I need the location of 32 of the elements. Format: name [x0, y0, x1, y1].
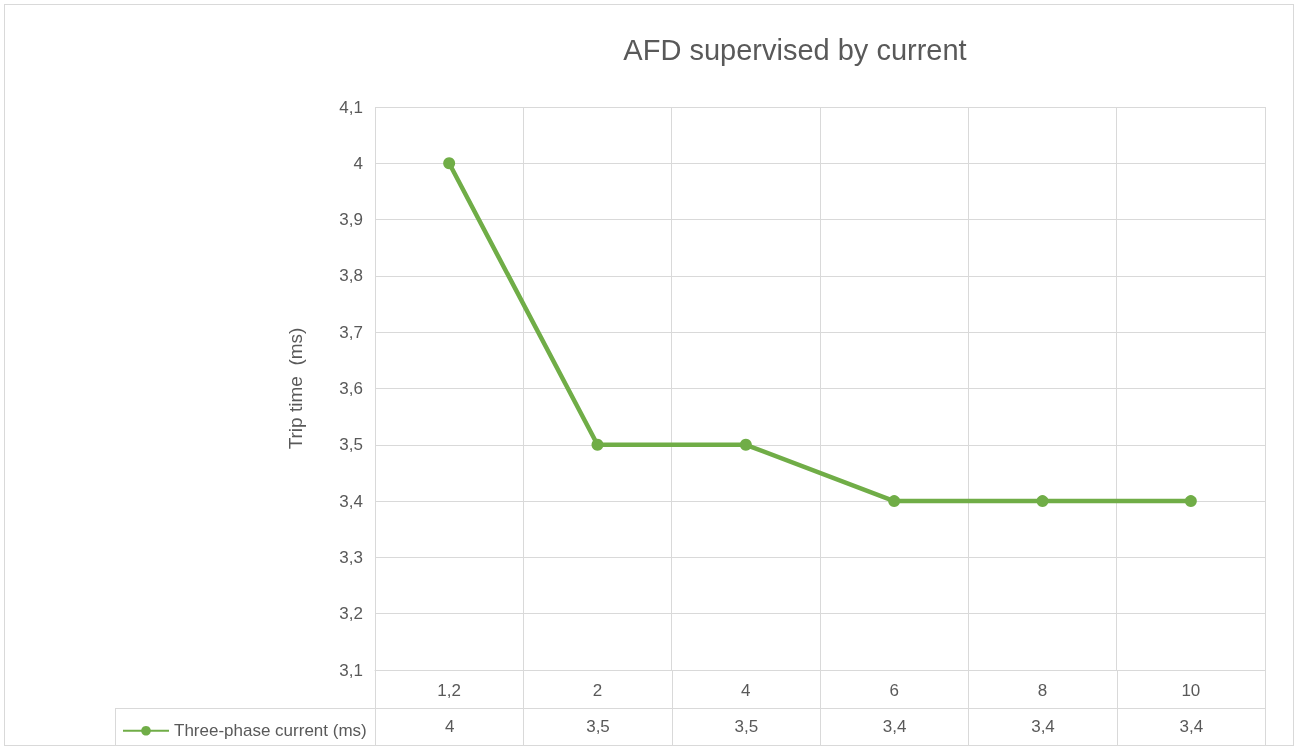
- point: [888, 495, 901, 508]
- x-tick-label: 4: [741, 681, 751, 700]
- y-tick-label: 3,2: [339, 604, 363, 624]
- legend-label: Three-phase current (ms): [174, 721, 367, 741]
- point: [739, 438, 752, 451]
- x-tick-label: 6: [889, 681, 899, 700]
- x-tick-label: 10: [1181, 681, 1201, 700]
- x-tick-label: 2: [592, 681, 603, 700]
- point: [591, 438, 604, 451]
- y-tick-label: 3,6: [339, 379, 363, 398]
- y-tick-label: 3,9: [339, 210, 363, 230]
- y-tick-label: 3,7: [339, 322, 363, 342]
- data-label: 3,4: [820, 707, 970, 746]
- point: [1184, 495, 1197, 508]
- y-tick-label: 4,1: [339, 97, 363, 117]
- point: [1036, 495, 1049, 508]
- point: [443, 157, 456, 170]
- y-tick-label: 3,4: [339, 491, 363, 511]
- data-label: 3,4: [968, 707, 1118, 746]
- chart-title: AFD supervised by current: [623, 33, 967, 66]
- y-tick-label: 3,8: [339, 266, 363, 286]
- data-label: 3,5: [523, 707, 673, 746]
- x-tick-label: 1,2: [437, 681, 461, 700]
- y-tick-label: 3,5: [339, 435, 363, 455]
- y-axis-title: Trip time (ms): [285, 327, 306, 450]
- x-tick-label: 8: [1037, 681, 1048, 700]
- y-tick-label: 4: [353, 153, 363, 173]
- data-label: 4: [375, 707, 525, 746]
- data-label: 3,4: [1116, 707, 1266, 746]
- data-label: 3,5: [671, 707, 821, 746]
- y-tick-label: 3,1: [339, 660, 363, 680]
- y-tick-label: 3,3: [339, 547, 363, 567]
